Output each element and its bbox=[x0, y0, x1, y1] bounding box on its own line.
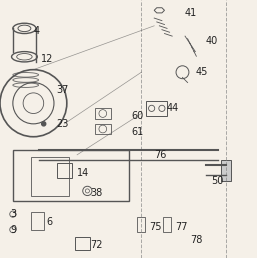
Text: 77: 77 bbox=[175, 222, 187, 232]
Text: 9: 9 bbox=[10, 225, 16, 235]
Text: 14: 14 bbox=[77, 168, 89, 178]
Text: 37: 37 bbox=[57, 85, 69, 95]
Text: 45: 45 bbox=[195, 67, 208, 77]
Bar bbox=[95, 108, 111, 119]
Bar bbox=[137, 217, 145, 232]
Text: 41: 41 bbox=[185, 8, 197, 18]
Text: 72: 72 bbox=[90, 240, 103, 250]
Text: 40: 40 bbox=[206, 36, 218, 46]
Bar bbox=[13, 150, 128, 201]
Circle shape bbox=[42, 122, 46, 126]
Text: 12: 12 bbox=[41, 54, 53, 64]
Text: 60: 60 bbox=[131, 111, 143, 121]
Text: 3: 3 bbox=[10, 209, 16, 219]
Text: 44: 44 bbox=[167, 103, 179, 113]
Text: 6: 6 bbox=[46, 217, 52, 227]
Bar bbox=[75, 237, 90, 250]
Bar bbox=[31, 157, 69, 196]
Bar bbox=[95, 124, 111, 134]
Text: 61: 61 bbox=[131, 127, 143, 136]
Bar bbox=[31, 212, 44, 230]
Text: 75: 75 bbox=[149, 222, 162, 232]
Text: 4: 4 bbox=[33, 26, 40, 36]
Text: 23: 23 bbox=[57, 119, 69, 129]
Text: 38: 38 bbox=[90, 189, 102, 198]
Text: 50: 50 bbox=[211, 176, 223, 186]
Bar bbox=[146, 101, 167, 116]
Text: 76: 76 bbox=[154, 150, 167, 160]
Bar bbox=[163, 217, 171, 232]
Bar bbox=[221, 160, 231, 181]
Text: 78: 78 bbox=[190, 235, 203, 245]
Bar bbox=[57, 163, 72, 178]
